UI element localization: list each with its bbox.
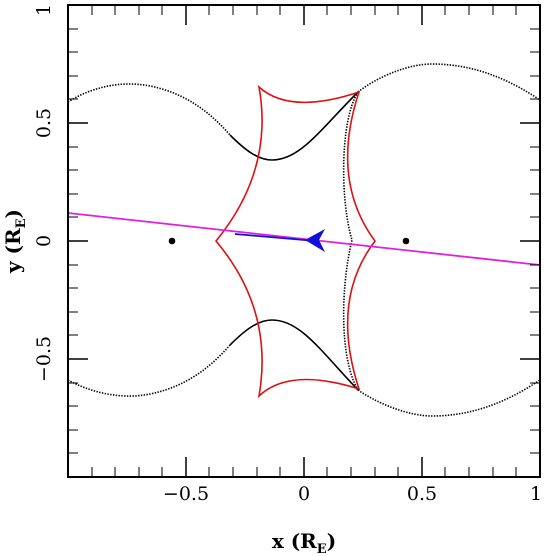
x-tick-label: 0 (298, 483, 310, 505)
trajectory-segment (234, 233, 317, 242)
direction-arrow (305, 229, 325, 252)
caustic-curve (214, 84, 376, 399)
source-trajectory-line (68, 212, 540, 266)
y-axis-label-main: y (R (1, 228, 25, 274)
x-axis-label-close: ) (327, 529, 336, 553)
critical-curve-lower-left-solid (229, 319, 359, 391)
x-tick-label: −0.5 (163, 483, 209, 505)
critical-curve-upper-left-solid (229, 91, 359, 161)
y-axis-label-sub: E (14, 218, 29, 228)
y-axis-label: y (RE) (1, 209, 29, 274)
y-tick-label: 0.5 (33, 108, 55, 138)
y-tick-label: 0 (33, 235, 55, 247)
x-tick-label: 0.5 (407, 483, 437, 505)
lens-marker-left (168, 237, 176, 245)
y-tick-labels: −0.5 0 0.5 1 (33, 4, 55, 382)
x-axis-label-sub: E (317, 542, 327, 556)
y-axis-label-close: ) (1, 209, 25, 218)
plot-frame (67, 4, 541, 478)
x-tick-label: 1 (530, 483, 542, 505)
critical-curve-lower-right-dotted (357, 379, 540, 417)
x-axis-label-main: x (R (272, 529, 317, 553)
y-tick-label: 1 (33, 4, 55, 16)
minor-tick-marks (68, 5, 540, 477)
lens-marker-right (402, 237, 410, 245)
critical-curves (68, 63, 540, 417)
x-tick-labels: −0.5 0 0.5 1 (163, 483, 542, 505)
critical-curve-lower-left-dotted (68, 344, 231, 397)
x-axis-label: x (RE) (272, 529, 336, 556)
y-tick-label: −0.5 (33, 336, 55, 382)
tick-marks (68, 5, 540, 477)
critical-curve-upper-left-dotted (68, 83, 231, 136)
critical-curve-upper-right-dotted (357, 63, 540, 101)
critical-curve-inner-right (342, 91, 359, 391)
